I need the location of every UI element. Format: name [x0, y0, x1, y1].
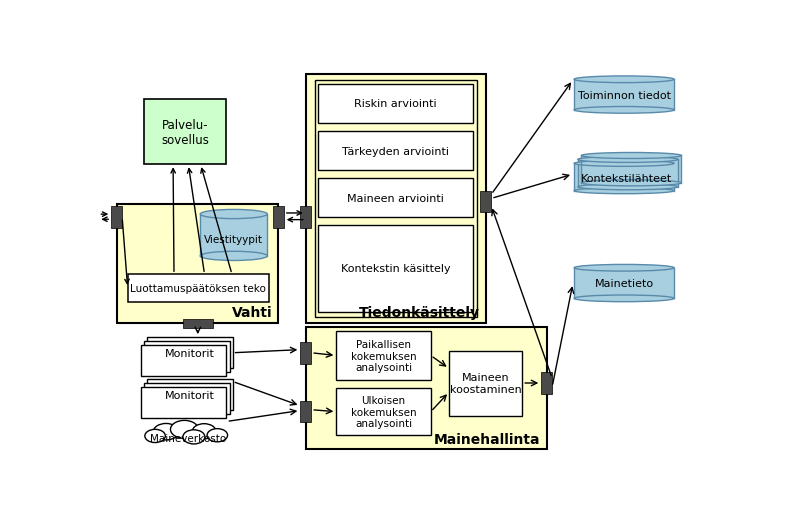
- Bar: [200, 215, 268, 257]
- Bar: [144, 100, 227, 165]
- Bar: [575, 164, 674, 191]
- Bar: [116, 204, 279, 324]
- Bar: [305, 75, 486, 324]
- Text: Maineen
koostaminen: Maineen koostaminen: [450, 373, 522, 394]
- Text: Viestityypit: Viestityypit: [205, 235, 264, 244]
- Bar: [301, 207, 311, 229]
- Bar: [111, 207, 122, 229]
- Ellipse shape: [575, 265, 674, 272]
- Text: Maineverkosto: Maineverkosto: [150, 433, 226, 443]
- Text: Luottamuspäätöksen teko: Luottamuspäätöksen teko: [131, 284, 266, 293]
- Bar: [305, 328, 547, 449]
- Circle shape: [153, 423, 179, 440]
- Circle shape: [145, 430, 165, 443]
- Circle shape: [207, 429, 227, 442]
- Ellipse shape: [582, 181, 682, 186]
- Text: Mainehallinta: Mainehallinta: [434, 432, 541, 446]
- Text: Kontekstin käsittely: Kontekstin käsittely: [341, 264, 450, 274]
- Text: Tärkeyden arviointi: Tärkeyden arviointi: [342, 146, 449, 156]
- Bar: [318, 179, 474, 218]
- Text: Toiminnon tiedot: Toiminnon tiedot: [578, 91, 671, 101]
- Text: Paikallisen
kokemuksen
analysointi: Paikallisen kokemuksen analysointi: [351, 340, 416, 373]
- Bar: [575, 268, 674, 299]
- Bar: [582, 156, 682, 184]
- Ellipse shape: [575, 188, 674, 194]
- Ellipse shape: [200, 210, 268, 219]
- Ellipse shape: [578, 157, 678, 163]
- Ellipse shape: [575, 107, 674, 114]
- Text: Vahti: Vahti: [231, 305, 272, 319]
- Ellipse shape: [582, 153, 682, 159]
- Bar: [336, 388, 430, 435]
- Bar: [273, 207, 284, 229]
- Bar: [147, 337, 233, 369]
- Bar: [575, 80, 674, 110]
- Bar: [147, 379, 233, 411]
- Text: Kontekstilähteet: Kontekstilähteet: [581, 174, 672, 184]
- Bar: [301, 342, 311, 364]
- Ellipse shape: [575, 161, 674, 167]
- Bar: [315, 80, 477, 318]
- Text: Monitorit: Monitorit: [165, 348, 215, 358]
- Bar: [144, 383, 230, 415]
- Ellipse shape: [200, 252, 268, 261]
- Bar: [318, 225, 474, 312]
- Circle shape: [183, 430, 205, 444]
- Text: Maineen arviointi: Maineen arviointi: [347, 193, 444, 203]
- Bar: [141, 345, 227, 377]
- Bar: [318, 132, 474, 171]
- Bar: [301, 401, 311, 422]
- Bar: [541, 373, 552, 394]
- Circle shape: [171, 420, 198, 438]
- Text: Palvelu-
sovellus: Palvelu- sovellus: [161, 119, 209, 147]
- Text: Riskin arviointi: Riskin arviointi: [354, 99, 437, 109]
- Bar: [480, 191, 491, 213]
- Bar: [578, 160, 678, 187]
- Ellipse shape: [578, 184, 678, 190]
- Bar: [183, 319, 213, 328]
- Bar: [151, 434, 224, 442]
- Circle shape: [193, 424, 216, 439]
- Bar: [141, 387, 227, 418]
- Text: Monitorit: Monitorit: [165, 390, 215, 400]
- Text: Mainetieto: Mainetieto: [594, 279, 654, 289]
- Ellipse shape: [575, 77, 674, 83]
- Ellipse shape: [575, 295, 674, 302]
- Bar: [127, 275, 269, 302]
- Text: Tiedonkäsittely: Tiedonkäsittely: [359, 305, 479, 319]
- Bar: [336, 331, 430, 381]
- Bar: [449, 351, 523, 416]
- Text: Ulkoisen
kokemuksen
analysointi: Ulkoisen kokemuksen analysointi: [351, 395, 416, 429]
- Bar: [318, 84, 474, 124]
- Bar: [144, 342, 230, 373]
